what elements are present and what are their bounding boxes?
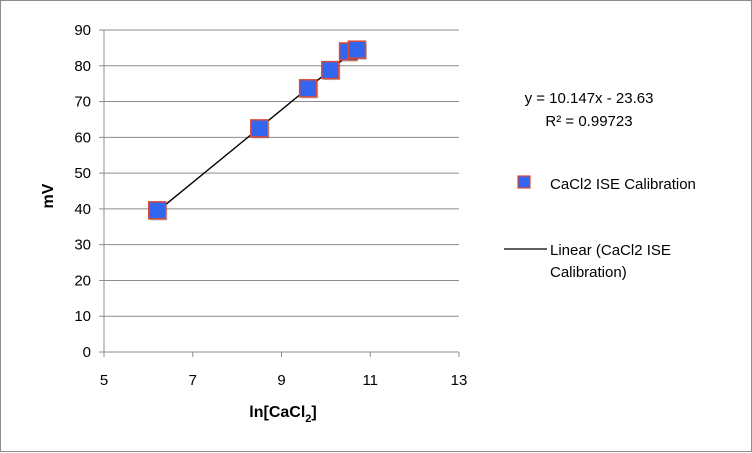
trendline-equation-text: y = 10.147x - 23.63: [525, 90, 654, 107]
y-tick-label: 40: [74, 201, 91, 218]
data-point: [321, 60, 340, 80]
y-tick-label: 30: [74, 237, 91, 254]
legend-trendline-line-1: Linear (CaCl2 ISE: [550, 242, 671, 259]
x-axis-title-suffix: ]: [311, 404, 316, 421]
axes: [103, 30, 459, 353]
x-axis-title-main: ln[CaCl: [249, 404, 305, 421]
x-axis-title-subscript: 2: [305, 413, 311, 425]
y-tick-label: 50: [74, 165, 91, 182]
x-tick-label: 9: [277, 372, 285, 389]
data-point: [347, 40, 367, 59]
data-point: [298, 79, 318, 98]
y-axis-title: mV: [40, 183, 57, 208]
y-tick-label: 70: [74, 94, 91, 111]
x-tick-label: 13: [451, 372, 468, 389]
legend: CaCl2 ISE Calibration Linear (CaCl2 ISE …: [504, 175, 696, 281]
y-tick-label: 20: [74, 272, 91, 289]
y-tick-labels: 0 10 20 30 40 50 60 70 80 90: [74, 22, 104, 361]
trendline-equation: y = 10.147x - 23.63 R² = 0.99723: [525, 90, 654, 130]
data-points: [148, 40, 367, 221]
y-tick-label: 0: [83, 344, 91, 361]
legend-marker-square: [517, 175, 531, 189]
x-tick-labels: 5 7 9 11 13: [100, 352, 468, 389]
legend-label-trendline: Linear (CaCl2 ISE Calibration): [550, 242, 675, 281]
x-tick-label: 11: [362, 372, 378, 389]
legend-label-series: CaCl2 ISE Calibration: [550, 176, 696, 193]
x-tick-label: 7: [189, 372, 197, 389]
x-tick-label: 5: [100, 372, 108, 389]
x-axis-title: ln[CaCl2]: [249, 404, 316, 425]
legend-trendline-line-2: Calibration): [550, 264, 627, 281]
gridlines: [104, 29, 459, 317]
data-point: [250, 119, 269, 138]
y-tick-label: 10: [74, 308, 91, 325]
y-tick-label: 90: [74, 22, 91, 39]
r-squared-text: R² = 0.99723: [545, 113, 632, 130]
data-point: [148, 201, 167, 220]
y-tick-label: 60: [74, 129, 91, 146]
y-tick-label: 80: [74, 58, 91, 75]
